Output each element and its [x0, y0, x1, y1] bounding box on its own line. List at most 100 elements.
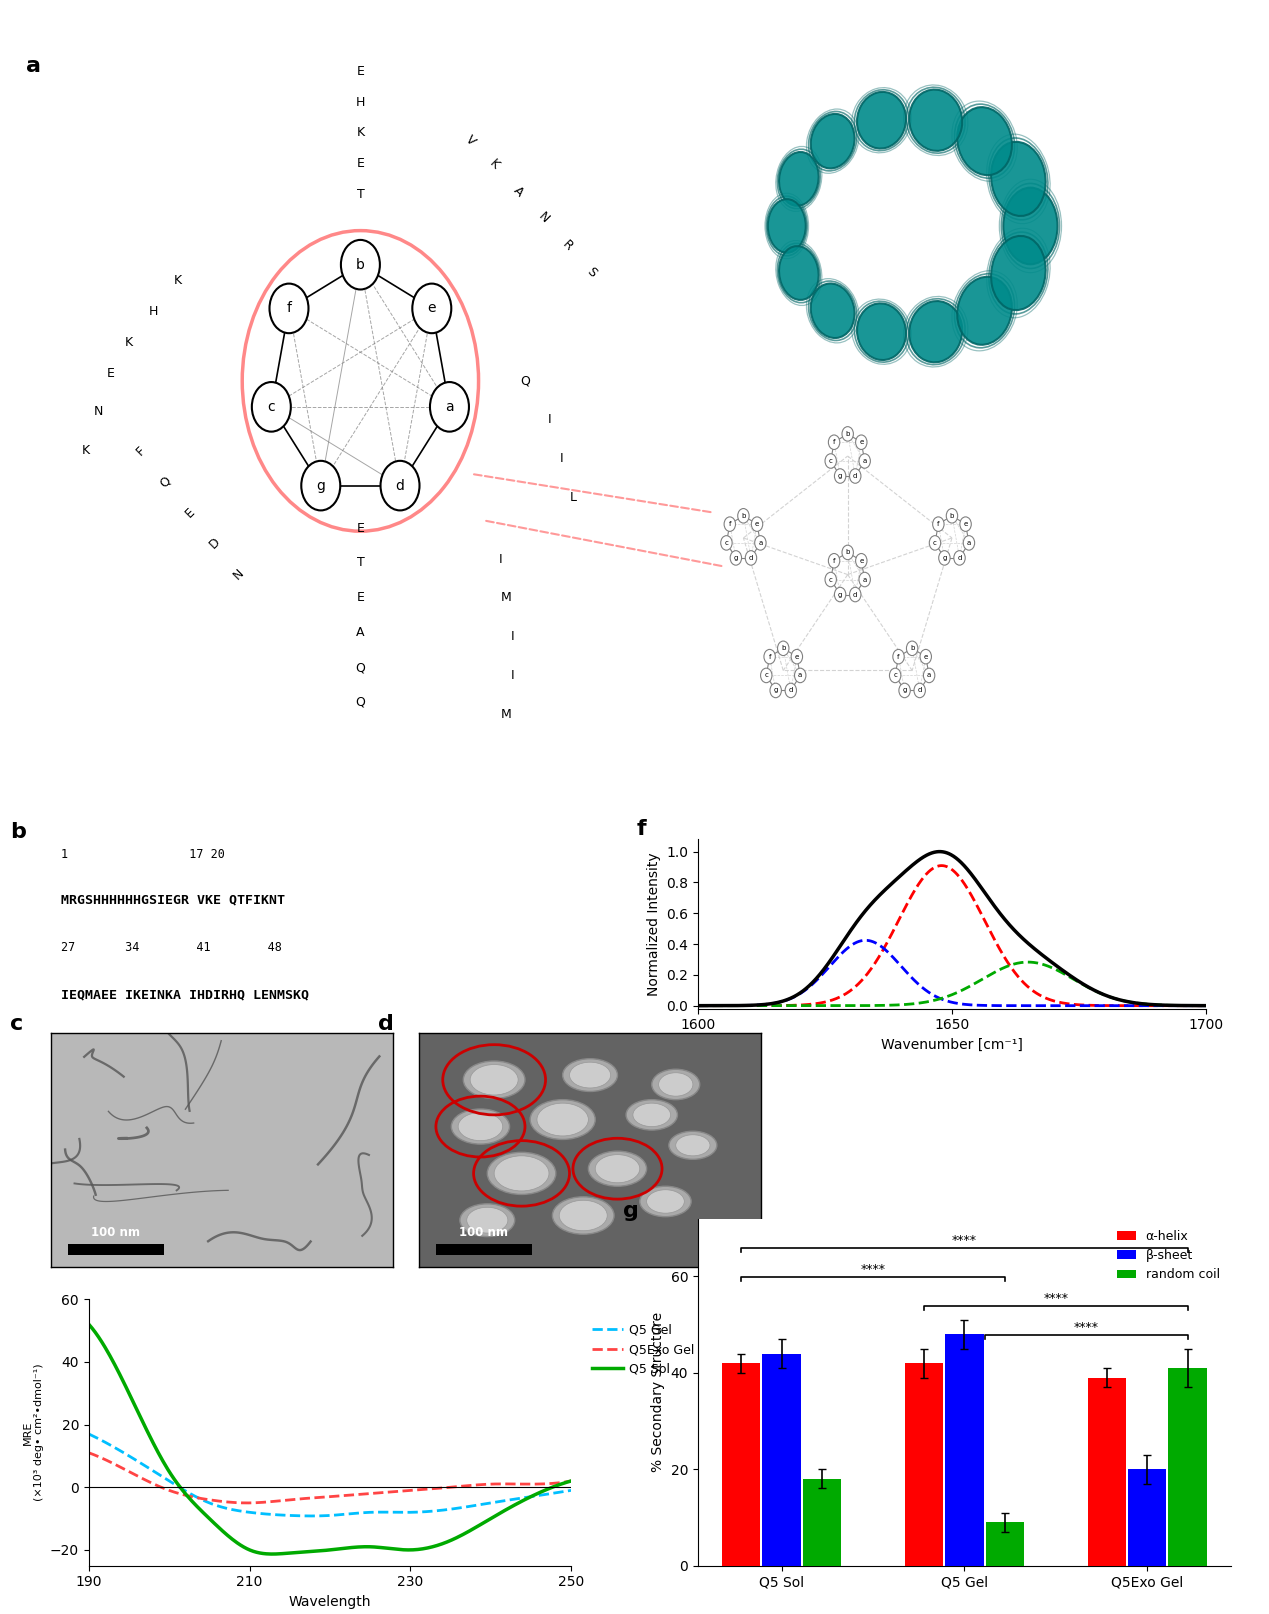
- Circle shape: [745, 550, 756, 565]
- Q5Exo Gel: [369, 1483, 385, 1503]
- Ellipse shape: [957, 276, 1011, 345]
- X-axis label: Wavenumber [cm⁻¹]: Wavenumber [cm⁻¹]: [881, 1038, 1023, 1052]
- Bar: [1128, 1469, 1166, 1566]
- Circle shape: [829, 436, 840, 449]
- Text: F: F: [135, 444, 148, 458]
- Circle shape: [893, 649, 905, 663]
- Text: IEQMAEE IKEINKA IHDIRHQ LENMSKQ: IEQMAEE IKEINKA IHDIRHQ LENMSKQ: [61, 988, 308, 1001]
- Text: T: T: [357, 557, 364, 570]
- Circle shape: [755, 536, 766, 550]
- Text: I: I: [560, 452, 563, 465]
- Text: MRGSHHHHHHGSIEGR VKE QTFIKNT: MRGSHHHHHHGSIEGR VKE QTFIKNT: [61, 894, 286, 907]
- Ellipse shape: [452, 1109, 510, 1144]
- Ellipse shape: [647, 1190, 684, 1214]
- Q5 Gel: [368, 1503, 383, 1522]
- Text: I: I: [499, 552, 503, 565]
- Text: H: H: [355, 95, 365, 108]
- Ellipse shape: [530, 1099, 595, 1139]
- Y-axis label: MRE
(×10³ deg• cm²•dmol⁻¹): MRE (×10³ deg• cm²•dmol⁻¹): [23, 1364, 44, 1501]
- Text: E: E: [357, 158, 364, 171]
- Ellipse shape: [562, 1059, 618, 1091]
- Ellipse shape: [676, 1135, 711, 1156]
- Text: E: E: [183, 505, 197, 520]
- Bar: [69, 1243, 164, 1256]
- Ellipse shape: [633, 1104, 670, 1127]
- Circle shape: [721, 536, 732, 550]
- Text: E: E: [357, 65, 364, 77]
- Ellipse shape: [957, 107, 1011, 176]
- Text: 27       34        41        48: 27 34 41 48: [61, 941, 282, 954]
- Ellipse shape: [467, 1207, 508, 1233]
- Bar: [763, 1354, 801, 1566]
- Circle shape: [251, 383, 291, 431]
- Text: 100 nm: 100 nm: [91, 1227, 141, 1240]
- Circle shape: [825, 573, 836, 587]
- Q5 Sol: [520, 1488, 536, 1507]
- Text: A: A: [357, 626, 364, 639]
- Ellipse shape: [459, 1204, 515, 1236]
- Circle shape: [786, 683, 797, 697]
- Text: S: S: [585, 265, 599, 279]
- Text: b: b: [845, 549, 850, 555]
- Circle shape: [939, 550, 950, 565]
- Circle shape: [725, 516, 736, 531]
- Circle shape: [341, 240, 379, 289]
- Text: ****: ****: [1043, 1291, 1068, 1304]
- Text: I: I: [511, 629, 514, 642]
- Text: e: e: [963, 521, 968, 528]
- Circle shape: [849, 587, 860, 602]
- Circle shape: [301, 462, 340, 510]
- Q5 Sol: [265, 1545, 280, 1564]
- Text: b: b: [780, 646, 786, 652]
- Bar: [945, 1335, 983, 1566]
- Ellipse shape: [589, 1151, 647, 1186]
- Text: b: b: [845, 431, 850, 437]
- Text: e: e: [428, 302, 437, 315]
- Text: e: e: [924, 654, 928, 660]
- Legend: α-helix, β-sheet, random coil: α-helix, β-sheet, random coil: [1112, 1225, 1225, 1286]
- Text: c: c: [764, 673, 768, 678]
- Text: c: c: [829, 576, 832, 583]
- Text: e: e: [859, 558, 863, 563]
- Text: b: b: [10, 822, 27, 843]
- Circle shape: [751, 516, 763, 531]
- Ellipse shape: [463, 1060, 525, 1099]
- Circle shape: [963, 536, 975, 550]
- Text: T: T: [357, 189, 364, 202]
- Ellipse shape: [494, 1156, 549, 1191]
- Text: E: E: [107, 366, 114, 379]
- Y-axis label: % Secondary Structure: % Secondary Structure: [651, 1312, 665, 1472]
- Circle shape: [920, 649, 931, 663]
- Line: Q5 Gel: Q5 Gel: [89, 1433, 571, 1516]
- Text: N: N: [536, 210, 551, 226]
- Circle shape: [730, 550, 741, 565]
- Q5 Gel: [303, 1506, 319, 1525]
- Circle shape: [855, 554, 867, 568]
- Ellipse shape: [768, 199, 806, 253]
- Text: f: f: [769, 654, 770, 660]
- Text: a: a: [798, 673, 802, 678]
- Ellipse shape: [991, 236, 1046, 310]
- X-axis label: Wavelength: Wavelength: [288, 1595, 372, 1609]
- Text: g: g: [733, 555, 739, 562]
- Text: R: R: [560, 237, 575, 253]
- Ellipse shape: [857, 303, 906, 360]
- Ellipse shape: [552, 1198, 614, 1235]
- Text: g: g: [316, 479, 325, 492]
- Circle shape: [914, 683, 925, 697]
- Q5Exo Gel: [368, 1483, 383, 1503]
- Circle shape: [269, 284, 308, 332]
- Circle shape: [825, 454, 836, 468]
- Q5Exo Gel: [563, 1472, 579, 1491]
- Text: f: f: [728, 521, 731, 528]
- Text: d: d: [957, 555, 962, 562]
- Text: a: a: [863, 458, 867, 463]
- Q5 Sol: [81, 1315, 96, 1335]
- Text: M: M: [501, 591, 511, 604]
- Circle shape: [843, 546, 853, 560]
- Ellipse shape: [626, 1099, 678, 1130]
- Text: d: d: [749, 555, 754, 562]
- Text: g: g: [902, 688, 907, 694]
- Text: K: K: [82, 444, 90, 457]
- Text: d: d: [788, 688, 793, 694]
